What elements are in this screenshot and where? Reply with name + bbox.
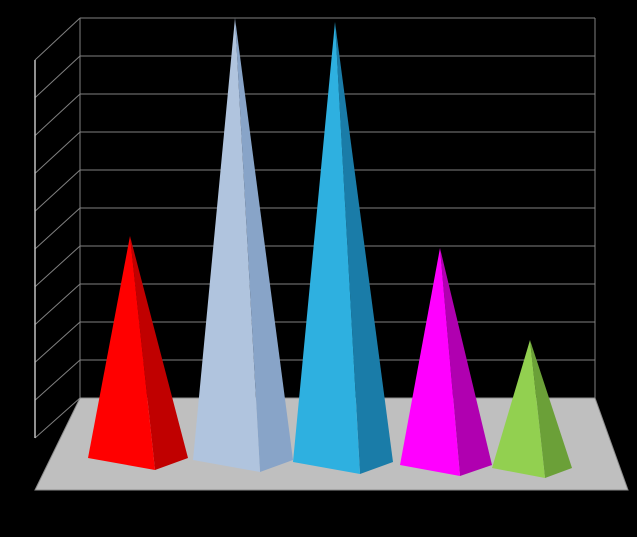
cone-bar-chart: [0, 0, 637, 537]
chart-canvas: [0, 0, 637, 537]
